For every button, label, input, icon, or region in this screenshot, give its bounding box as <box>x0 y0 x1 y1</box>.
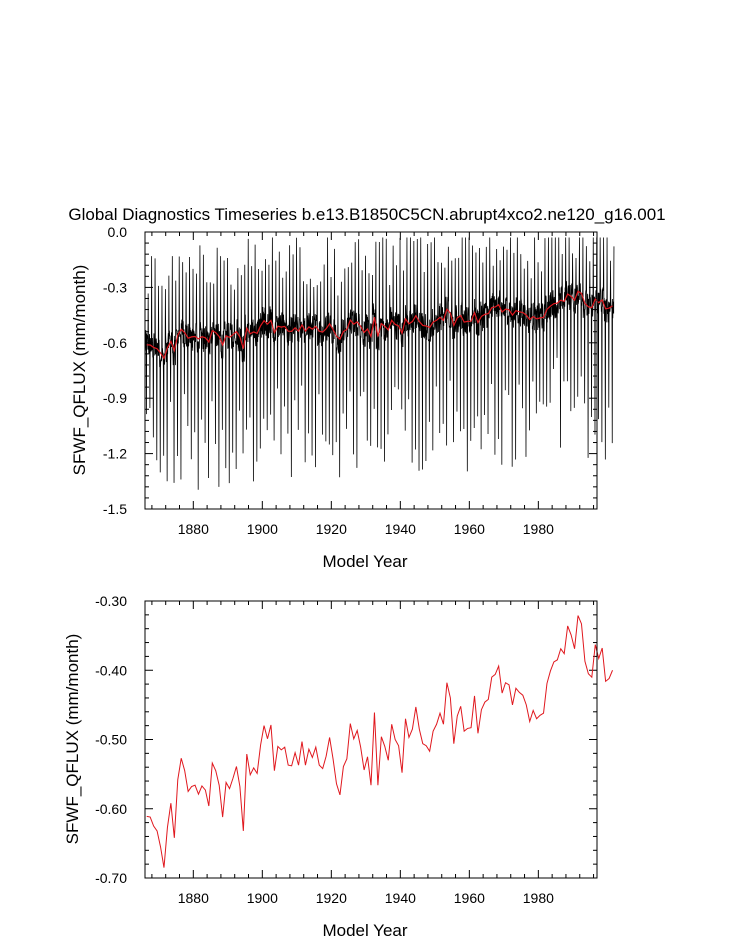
x-tick-label: 1900 <box>247 521 278 537</box>
x-axis-label: Model Year <box>322 552 407 571</box>
plot-frame <box>144 231 598 510</box>
x-tick-label: 1900 <box>247 890 278 906</box>
timeseries-panel-annual: 1880 1900 1920 1940 1960 1980 -0.30 -0.40 -0.50 -… <box>63 593 613 940</box>
monthly-series-line <box>144 237 615 490</box>
x-tick-label: 1880 <box>178 521 209 537</box>
x-tick-label: 1940 <box>385 890 416 906</box>
y-tick-label: -0.40 <box>95 662 127 678</box>
tick-labels: 1880 1900 1920 1940 1960 1980 -0.30 -0.40 -0.50 -… <box>95 593 554 906</box>
x-tick-label: 1960 <box>454 890 485 906</box>
y-tick-label: -1.5 <box>103 501 127 517</box>
x-tick-label: 1940 <box>385 521 416 537</box>
y-tick-label: 0.0 <box>108 224 128 240</box>
x-tick-label: 1920 <box>316 890 347 906</box>
y-tick-label: -0.30 <box>95 593 127 609</box>
x-tick-label: 1920 <box>316 521 347 537</box>
x-tick-label: 1980 <box>523 890 554 906</box>
x-tick-label: 1980 <box>523 521 554 537</box>
x-tick-label: 1960 <box>454 521 485 537</box>
x-axis-label: Model Year <box>322 921 407 940</box>
y-tick-label: -0.70 <box>95 870 127 886</box>
y-tick-label: -0.60 <box>95 801 127 817</box>
x-tick-label: 1880 <box>178 890 209 906</box>
y-tick-label: -0.3 <box>103 279 127 295</box>
axis-ticks-group <box>145 600 597 879</box>
annual-mean-series-line <box>146 615 613 868</box>
y-axis-label: SFWF_QFLUX (mm/month) <box>70 265 89 476</box>
y-tick-label: -0.6 <box>103 335 127 351</box>
plot-frame <box>144 600 598 879</box>
annual-mean-series-line <box>146 290 613 360</box>
tick-labels: 1880 1900 1920 1940 1960 1980 0.0 -0.3 -0.6 -0.9 -… <box>103 224 554 537</box>
y-tick-label: -1.2 <box>103 446 127 462</box>
timeseries-panel-monthly: Global Diagnostics Timeseries b.e13.B185… <box>68 205 665 571</box>
chart-title: Global Diagnostics Timeseries b.e13.B185… <box>68 205 665 224</box>
plot-area <box>146 615 613 868</box>
y-tick-label: -0.9 <box>103 390 127 406</box>
y-axis-label: SFWF_QFLUX (mm/month) <box>63 634 82 845</box>
y-tick-label: -0.50 <box>95 732 127 748</box>
plot-area <box>144 237 615 490</box>
